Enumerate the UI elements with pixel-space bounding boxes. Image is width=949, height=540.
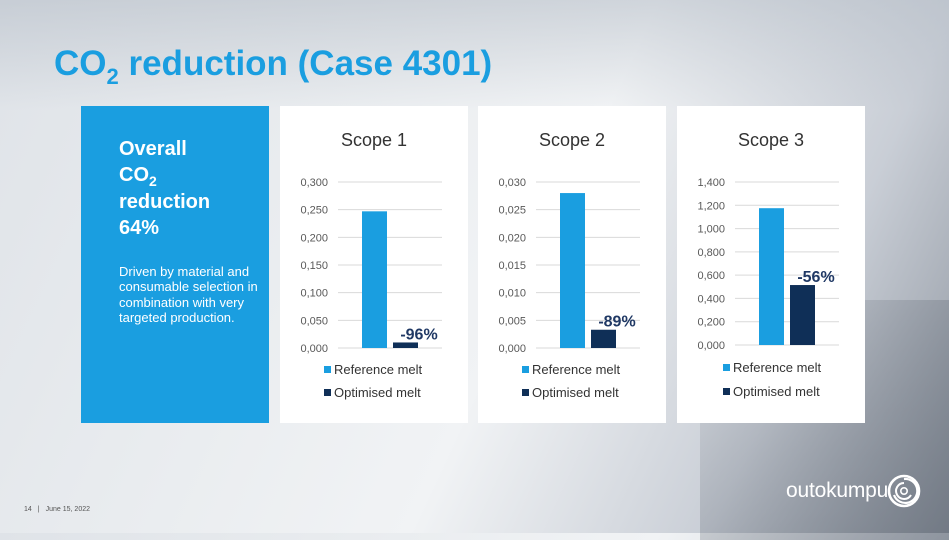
y-tick-label: 0,600 — [697, 270, 725, 282]
y-tick-label: 0,100 — [300, 288, 328, 300]
outokumpu-ring-logo-icon — [887, 474, 921, 508]
y-tick-label: 0,025 — [498, 205, 526, 217]
y-tick-label: 0,150 — [300, 260, 328, 272]
y-tick-label: 0,000 — [498, 343, 526, 355]
y-tick-label: 0,400 — [697, 293, 725, 305]
summary-heading: Overall CO2 reduction 64% — [119, 136, 259, 241]
summary-reduction-value: 64% — [119, 217, 160, 239]
y-tick-label: 0,250 — [300, 205, 328, 217]
legend-swatch-reference — [723, 364, 730, 371]
footer: 14 | June 15, 2022 — [24, 506, 90, 513]
footer-separator: | — [37, 506, 40, 513]
page-number: 14 — [24, 506, 32, 513]
y-tick-label: 1,400 — [697, 177, 725, 189]
reduction-annotation: -89% — [598, 314, 635, 331]
y-tick-label: 1,000 — [697, 224, 725, 236]
footer-date: June 15, 2022 — [45, 506, 90, 513]
y-tick-label: 0,000 — [300, 343, 328, 355]
bar-optimised-melt — [591, 329, 616, 348]
chart-scope-1: Scope 1 0,000 0,050 0,100 0,150 0,200 0,250 0,3… — [300, 130, 442, 400]
legend-label-reference: Reference melt — [733, 360, 822, 375]
legend-label-optimised: Optimised melt — [334, 385, 421, 400]
y-tick-label: 0,020 — [498, 232, 526, 244]
bar-optimised-melt — [393, 342, 418, 348]
summary-line-2: CO2 — [119, 164, 157, 189]
bar-optimised-melt — [790, 285, 815, 345]
summary-description: Driven by material and consumable select… — [119, 264, 258, 325]
chart-scope-2: Scope 2 0,000 0,005 0,010 0,015 0,020 0,025 0,0… — [498, 130, 640, 400]
y-tick-label: 0,015 — [498, 260, 526, 272]
y-tick-label: 0,030 — [498, 177, 526, 189]
chart-title: Scope 3 — [738, 130, 804, 150]
bar-reference-melt — [759, 208, 784, 345]
summary-line-1: Overall — [119, 138, 187, 160]
summary-panel: Overall CO2 reduction 64% Driven by mate… — [81, 106, 269, 423]
reduction-annotation: -56% — [797, 269, 834, 286]
y-tick-label: 0,010 — [498, 288, 526, 300]
legend-swatch-reference — [324, 366, 331, 373]
brand-name: outokumpu — [786, 479, 889, 502]
chart-card-scope-2: Scope 2 0,000 0,005 0,010 0,015 0,020 0,025 0,0… — [478, 106, 666, 423]
summary-line-3: reduction — [119, 191, 211, 213]
y-tick-label: 1,200 — [697, 200, 725, 212]
legend-label-reference: Reference melt — [532, 362, 621, 377]
chart-title: Scope 1 — [341, 130, 407, 150]
y-tick-label: 0,200 — [300, 232, 328, 244]
y-tick-label: 0,300 — [300, 177, 328, 189]
legend-label-reference: Reference melt — [334, 362, 423, 377]
bar-reference-melt — [560, 193, 585, 348]
chart-scope-3: Scope 3 0,000 0,200 0,400 0,600 0,800 1,000 1,2… — [697, 130, 839, 399]
reduction-annotation: -96% — [400, 326, 437, 343]
legend-swatch-optimised — [522, 389, 529, 396]
background-top-shade — [0, 0, 949, 110]
legend-label-optimised: Optimised melt — [532, 385, 619, 400]
y-tick-label: 0,800 — [697, 247, 725, 259]
legend-swatch-reference — [522, 366, 529, 373]
y-tick-label: 0,000 — [697, 340, 725, 352]
bar-reference-melt — [362, 211, 387, 348]
legend-swatch-optimised — [723, 388, 730, 395]
y-tick-label: 0,050 — [300, 315, 328, 327]
y-tick-label: 0,005 — [498, 315, 526, 327]
y-tick-label: 0,200 — [697, 317, 725, 329]
chart-card-scope-3: Scope 3 0,000 0,200 0,400 0,600 0,800 1,000 1,2… — [677, 106, 865, 423]
slide-title: CO2 reduction (Case 4301) — [54, 44, 493, 89]
chart-card-scope-1: Scope 1 0,000 0,050 0,100 0,150 0,200 0,250 0,3… — [280, 106, 468, 423]
chart-title: Scope 2 — [539, 130, 605, 150]
legend-label-optimised: Optimised melt — [733, 384, 820, 399]
legend-swatch-optimised — [324, 389, 331, 396]
